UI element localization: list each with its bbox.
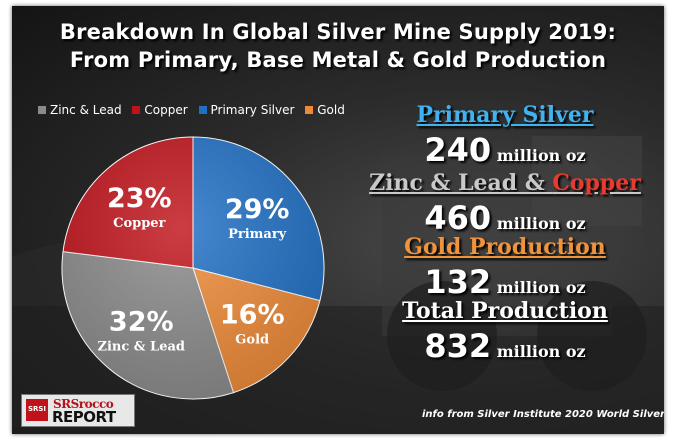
total-production-unit: million oz xyxy=(496,342,586,361)
total-production-amount: 832 million oz xyxy=(360,327,650,365)
gold-production-value: 132 xyxy=(424,263,492,301)
gold-production-heading: Gold Production xyxy=(404,234,606,260)
total-production-value: 832 xyxy=(424,327,492,365)
legend-item-primary-silver: Primary Silver xyxy=(198,103,295,117)
gold-production-unit: million oz xyxy=(496,278,586,297)
pie-category-label-zinc-lead: Zinc & Lead xyxy=(97,340,185,355)
legend-item-gold: Gold xyxy=(305,103,345,117)
primary-silver-unit: million oz xyxy=(496,146,586,165)
zinc-lead-copper-value: 460 xyxy=(424,199,492,237)
zinc-lead-copper-amount: 460 million oz xyxy=(360,199,650,237)
pie-category-label-primary-silver: Primary xyxy=(228,227,287,242)
legend-label-gold: Gold xyxy=(317,103,345,117)
copper-heading-text: Copper xyxy=(552,170,641,196)
logo-line-1: SRSrocco xyxy=(53,397,114,411)
zinc-lead-copper-unit: million oz xyxy=(496,214,586,233)
pie-value-label-zinc-lead: 32% xyxy=(109,307,174,338)
logo-line-2: REPORT xyxy=(52,408,116,426)
pie-category-label-copper: Copper xyxy=(113,216,165,231)
infographic-frame: Breakdown In Global Silver Mine Supply 2… xyxy=(12,6,664,434)
pie-chart: 29% Primary 16% Gold 32% Zinc & Lead 23% Copper xyxy=(61,136,325,400)
legend-swatch-gold xyxy=(305,105,314,114)
legend-swatch-primary-silver xyxy=(198,105,207,114)
pie-value-label-gold: 16% xyxy=(220,300,285,331)
pie-category-label-gold: Gold xyxy=(235,333,269,348)
source-note: info from Silver Institute 2020 World Si… xyxy=(422,409,664,420)
primary-silver-value: 240 xyxy=(424,131,492,169)
zinc-lead-copper-heading: Zinc & Lead & Copper xyxy=(360,170,650,196)
legend-label-zinc-lead: Zinc & Lead xyxy=(50,103,122,117)
chart-legend: Zinc & Lead Copper Primary Silver Gold xyxy=(38,103,352,117)
legend-item-zinc-lead: Zinc & Lead xyxy=(38,103,122,117)
logo-badge: SRSI xyxy=(26,399,48,421)
legend-label-primary-silver: Primary Silver xyxy=(210,103,295,117)
legend-swatch-copper xyxy=(132,105,141,114)
legend-item-copper: Copper xyxy=(132,103,188,117)
chart-title-line-2: From Primary, Base Metal & Gold Producti… xyxy=(69,48,607,72)
srsrocco-report-logo: SRSI SRSrocco REPORT xyxy=(21,394,135,427)
pie-value-label-copper: 23% xyxy=(107,183,172,214)
legend-swatch-zinc-lead xyxy=(38,105,46,114)
logo-badge-text: SRSI xyxy=(27,405,47,413)
primary-silver-amount: 240 million oz xyxy=(360,131,650,169)
legend-label-copper: Copper xyxy=(144,103,188,117)
gold-production-amount: 132 million oz xyxy=(360,263,650,301)
total-production-heading: Total Production xyxy=(402,298,608,324)
zinc-lead-heading-text: Zinc & Lead & xyxy=(369,170,553,196)
primary-silver-heading: Primary Silver xyxy=(416,102,594,128)
chart-title-line-1: Breakdown In Global Silver Mine Supply 2… xyxy=(59,20,617,44)
pie-value-label-primary-silver: 29% xyxy=(225,194,290,225)
